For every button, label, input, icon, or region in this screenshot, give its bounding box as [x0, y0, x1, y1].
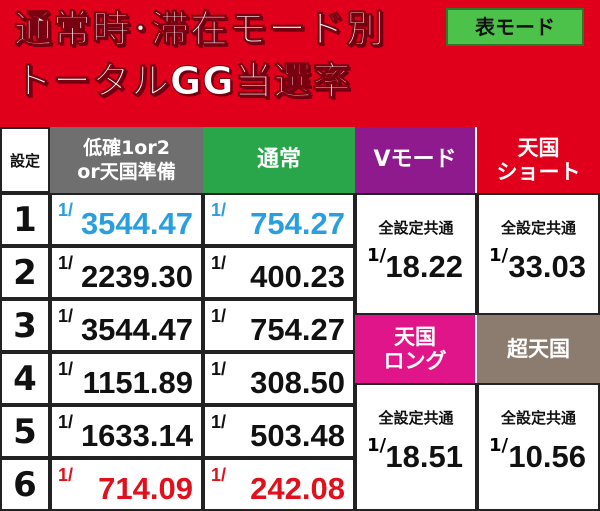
- header-low-line1: 低確1or2: [83, 137, 170, 159]
- table-cell-low: 1/1151.89: [50, 352, 203, 405]
- fraction-mark: 1/: [211, 253, 227, 273]
- fraction-mark: 1/: [58, 306, 74, 326]
- v-mode-value: 18.22: [385, 249, 463, 284]
- setting-number: 3: [0, 299, 50, 352]
- rate-value: 3544.47: [80, 312, 193, 347]
- fraction-mark: 1/: [58, 359, 74, 379]
- fraction-mark: 1/: [58, 412, 74, 432]
- table-cell-normal: 1/754.27: [203, 193, 355, 246]
- mode-badge: 表モード: [446, 8, 584, 46]
- table-cell-normal: 1/308.50: [203, 352, 355, 405]
- fraction-mark: 1/: [489, 435, 509, 456]
- header-low: 低確1or2 or天国準備: [50, 127, 203, 193]
- fraction-mark: 1/: [58, 253, 74, 273]
- header-tengoku-long-line2: ロング: [383, 349, 447, 373]
- v-mode-common-label: 全設定共通: [378, 219, 454, 237]
- table-cell-low: 1/3544.47: [50, 299, 203, 352]
- header-v-mode: Vモード: [355, 127, 477, 193]
- header-tengoku-short-line1: 天国: [517, 136, 560, 160]
- rate-value: 3544.47: [80, 206, 193, 241]
- header-low-line2: or天国準備: [77, 161, 176, 183]
- fraction-mark: 1/: [367, 435, 387, 456]
- page-title-line2: トータルGG当選率: [13, 59, 352, 104]
- probability-table: 設定 低確1or2 or天国準備 通常 Vモード 天国 ショート 1 1/3544…: [0, 127, 600, 511]
- table-cell-normal: 1/400.23: [203, 246, 355, 299]
- header-cho-tengoku: 超天国: [477, 315, 600, 383]
- rate-value: 1633.14: [80, 418, 193, 453]
- setting-number: 2: [0, 246, 50, 299]
- table-cell-normal: 1/503.48: [203, 405, 355, 458]
- header-setting: 設定: [0, 127, 50, 193]
- tengoku-short-common-label: 全設定共通: [500, 219, 576, 237]
- table-cell-low: 1/3544.47: [50, 193, 203, 246]
- rate-value: 714.09: [98, 471, 193, 506]
- fraction-mark: 1/: [211, 412, 227, 432]
- header-normal: 通常: [203, 127, 355, 193]
- header-tengoku-short: 天国 ショート: [477, 127, 600, 193]
- fraction-mark: 1/: [58, 465, 74, 485]
- cho-tengoku-cell: 全設定共通 1/ 10.56: [477, 383, 600, 511]
- tengoku-long-common-label: 全設定共通: [378, 409, 454, 427]
- rate-value: 754.27: [250, 312, 345, 347]
- table-cell-normal: 1/242.08: [203, 458, 355, 511]
- cho-tengoku-value: 10.56: [508, 439, 586, 474]
- header-tengoku-long: 天国 ロング: [355, 315, 477, 383]
- cho-tengoku-common-label: 全設定共通: [500, 409, 576, 427]
- table-cell-low: 1/1633.14: [50, 405, 203, 458]
- setting-number: 4: [0, 352, 50, 405]
- table-cell-low: 1/2239.30: [50, 246, 203, 299]
- fraction-mark: 1/: [211, 359, 227, 379]
- tengoku-short-value: 33.03: [508, 249, 586, 284]
- fraction-mark: 1/: [211, 306, 227, 326]
- setting-number: 1: [0, 193, 50, 246]
- setting-number: 5: [0, 405, 50, 458]
- fraction-mark: 1/: [58, 200, 74, 220]
- rate-value: 754.27: [250, 206, 345, 241]
- fraction-mark: 1/: [211, 200, 227, 220]
- header-tengoku-short-line2: ショート: [496, 160, 581, 184]
- rate-value: 242.08: [250, 471, 345, 506]
- v-mode-cell: 全設定共通 1/ 18.22: [355, 193, 477, 315]
- rate-value: 503.48: [250, 418, 345, 453]
- table-cell-low: 1/714.09: [50, 458, 203, 511]
- rate-value: 400.23: [250, 259, 345, 294]
- fraction-mark: 1/: [367, 245, 387, 266]
- page-title-line1: 通常時･滞在モード別: [13, 7, 386, 52]
- setting-number: 6: [0, 458, 50, 511]
- header-tengoku-long-line1: 天国: [394, 325, 436, 349]
- rate-value: 1151.89: [82, 365, 193, 400]
- tengoku-long-cell: 全設定共通 1/ 18.51: [355, 383, 477, 511]
- tengoku-short-cell: 全設定共通 1/ 33.03: [477, 193, 600, 315]
- fraction-mark: 1/: [489, 245, 509, 266]
- rate-value: 2239.30: [80, 259, 193, 294]
- table-cell-normal: 1/754.27: [203, 299, 355, 352]
- tengoku-long-value: 18.51: [385, 439, 463, 474]
- fraction-mark: 1/: [211, 465, 227, 485]
- rate-value: 308.50: [250, 365, 345, 400]
